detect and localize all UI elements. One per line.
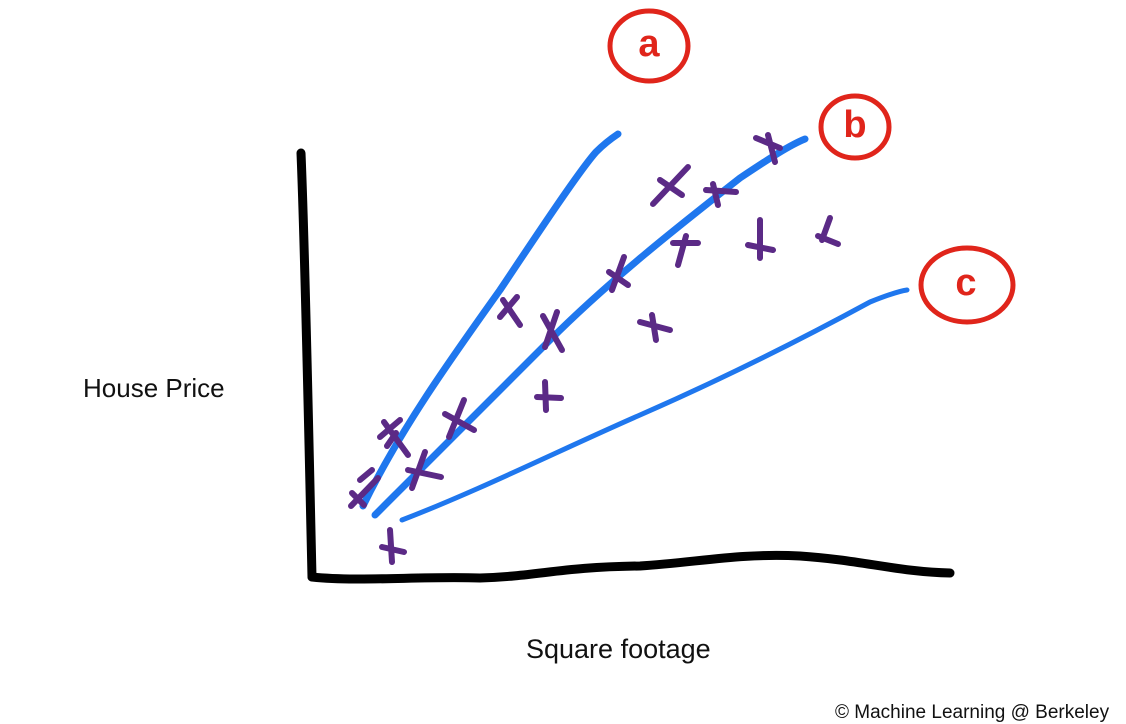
data-point	[670, 233, 701, 268]
data-point	[405, 449, 444, 491]
annotation-c-circle	[918, 245, 1016, 325]
data-point	[379, 527, 407, 565]
annotation-a-circle	[607, 8, 691, 84]
fit-line-b	[371, 135, 809, 519]
y-axis	[296, 148, 317, 582]
x-axis	[307, 550, 955, 584]
axes	[296, 148, 955, 584]
data-point	[637, 312, 673, 343]
annotation-c-label: c	[955, 262, 977, 304]
fit-line-c	[399, 287, 910, 523]
x-axis-label: Square footage	[526, 634, 711, 664]
data-point	[377, 417, 411, 458]
data-point	[745, 217, 776, 261]
fit-line-a	[359, 130, 622, 510]
copyright-credit: © Machine Learning @ Berkeley	[835, 702, 1110, 723]
data-point	[753, 132, 783, 165]
data-point	[442, 397, 477, 440]
data-point	[534, 379, 564, 413]
data-point	[497, 294, 523, 328]
data-point	[815, 215, 841, 247]
data-point	[348, 467, 381, 509]
data-point	[703, 181, 739, 208]
annotations	[607, 8, 1016, 325]
fit-lines	[359, 130, 910, 523]
data-point	[540, 309, 565, 353]
data-point	[650, 164, 691, 207]
annotation-a-label: a	[638, 23, 660, 65]
annotation-b-label: b	[843, 104, 867, 146]
y-axis-label: House Price	[83, 373, 225, 403]
annotation-b-circle	[818, 93, 892, 161]
data-points	[348, 132, 841, 565]
data-point	[606, 254, 631, 293]
